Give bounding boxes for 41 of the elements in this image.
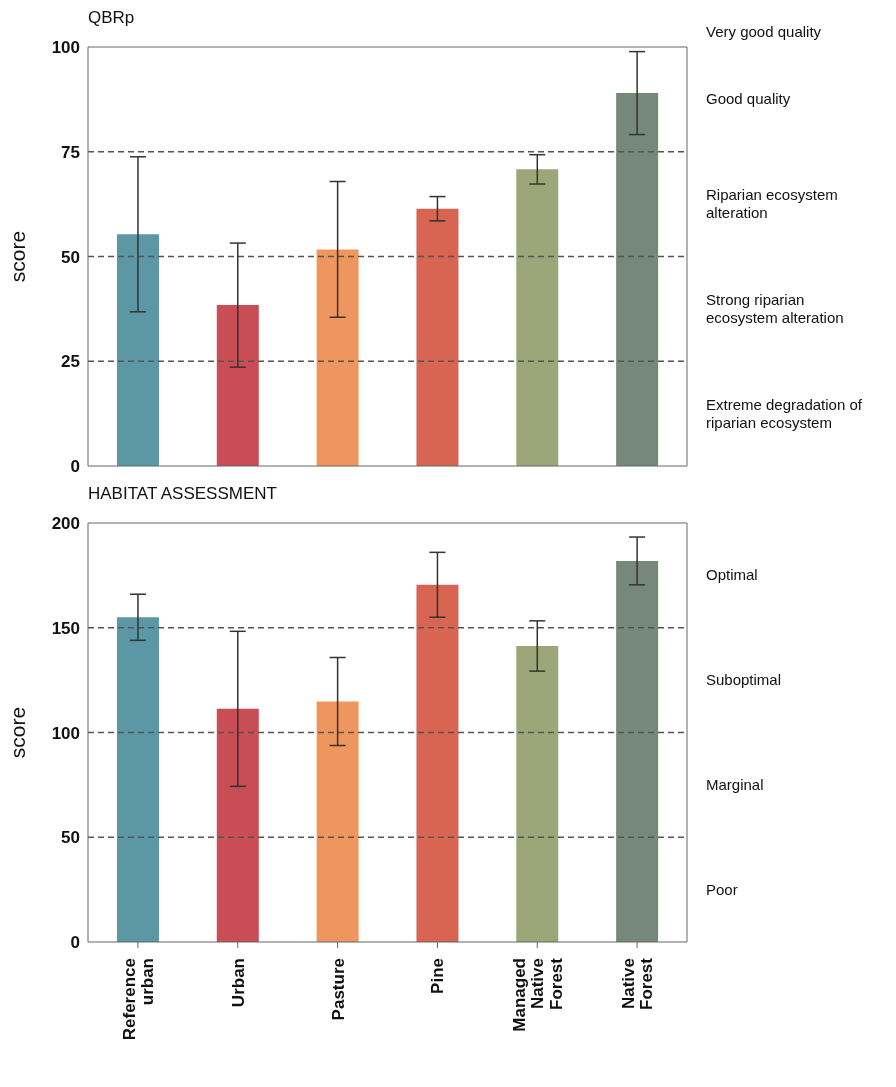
bar	[316, 249, 359, 466]
y-tick-label: 100	[51, 723, 80, 743]
text: Optimal	[706, 565, 759, 584]
y-tick-label: 50	[61, 828, 80, 848]
y-tick-label: 50	[61, 247, 80, 267]
x-tick-label: Reference urban	[119, 958, 158, 1041]
bar	[516, 645, 559, 942]
y-tick-label: 75	[61, 142, 80, 162]
bar	[616, 560, 659, 942]
y-tick-label: 100	[51, 38, 80, 58]
bar	[316, 701, 359, 942]
chart-title: HABITAT ASSESSMENT	[88, 484, 277, 504]
text: Strong riparian ecosystem alteration	[706, 290, 845, 327]
x-tick-label: Pine	[428, 958, 448, 994]
bar	[216, 708, 259, 942]
text: Extreme degradation of riparian ecosystem	[706, 395, 863, 432]
text: Marginal	[706, 775, 765, 794]
y-tick-label: 25	[61, 352, 80, 372]
bar	[416, 584, 459, 942]
x-tick-label: Urban	[228, 958, 248, 1008]
bar	[116, 234, 159, 466]
y-axis-title: score	[6, 230, 30, 283]
y-tick-label: 0	[70, 457, 80, 477]
x-tick-label: Native Forest	[618, 957, 657, 1010]
x-tick-label: Managed Native Forest	[509, 957, 566, 1032]
text: Good quality	[706, 89, 792, 108]
chart-title: QBRp	[88, 8, 135, 28]
bar	[616, 93, 659, 466]
x-tick-label: Pasture	[328, 958, 348, 1021]
text: Poor	[706, 880, 739, 899]
bar	[116, 617, 159, 942]
bar	[416, 208, 459, 466]
bar	[216, 305, 259, 466]
bar	[516, 169, 559, 466]
y-tick-label: 200	[51, 514, 80, 534]
text: Suboptimal	[706, 670, 783, 689]
y-tick-label: 150	[51, 618, 80, 638]
y-axis-title: score	[6, 706, 30, 759]
text: Riparian ecosystem alteration	[706, 185, 839, 222]
text: Very good quality	[706, 23, 823, 41]
y-tick-label: 0	[70, 933, 80, 953]
